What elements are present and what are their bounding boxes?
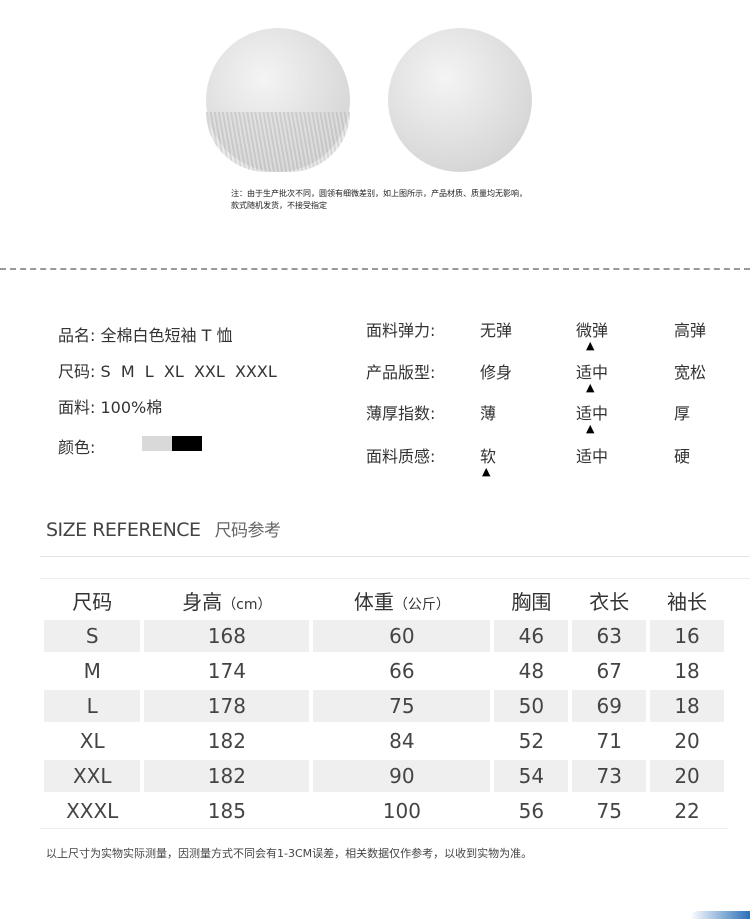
table-cell: 54: [494, 760, 569, 792]
property-label: 产品版型:: [366, 363, 436, 382]
table-cell: 46: [494, 620, 569, 652]
table-cell: 18: [674, 659, 700, 683]
selected-indicator-icon: ▲: [586, 339, 595, 352]
table-cell: 16: [650, 620, 724, 652]
table-cell: 66: [389, 659, 415, 683]
measurement-footnote: 以上尺寸为实物实际测量，因测量方式不同会有1-3CM误差，相关数据仅作参考，以收…: [46, 847, 533, 860]
column-header: 体重（公斤）: [353, 589, 450, 614]
table-cell: XL: [79, 729, 105, 753]
product-name: 品名: 全棉白色短袖 T 恤: [58, 326, 233, 345]
table-cell: 18: [650, 690, 724, 722]
selected-indicator-icon: ▲: [482, 465, 491, 478]
product-sizes: 尺码: S M L XL XXL XXXL: [58, 362, 277, 381]
collar-photo-plain: [388, 28, 532, 172]
column-header: 胸围: [511, 589, 552, 614]
size-reference-title: SIZE REFERENCE 尺码参考: [46, 519, 281, 541]
table-row: XL 182 84 52 71 20: [44, 725, 724, 757]
property-option: 适中: [576, 447, 609, 466]
product-fabric: 面料: 100%棉: [58, 398, 163, 417]
property-label: 面料质感:: [366, 447, 436, 466]
table-cell: 174: [207, 659, 246, 683]
color-swatch-black: [172, 436, 202, 451]
collar-photo-ribbed: [206, 28, 350, 172]
table-cell: 60: [313, 620, 491, 652]
table-cell: 56: [518, 799, 545, 823]
property-option: 高弹: [674, 321, 707, 340]
table-cell: XXL: [44, 760, 141, 792]
collar-note: 注：由于生产批次不同，圆领有细微差别，如上图所示，产品材质、质量均无影响，款式随…: [231, 189, 527, 210]
table-cell: L: [44, 690, 141, 722]
property-option: 适中: [576, 404, 609, 423]
property-option: 厚: [674, 404, 691, 423]
selected-indicator-icon: ▲: [586, 381, 595, 394]
table-cell: 73: [572, 760, 647, 792]
divider: [40, 578, 750, 579]
table-cell: 75: [313, 690, 491, 722]
divider: [40, 556, 750, 557]
table-row: XXXL 185 100 56 75 22: [44, 795, 724, 827]
table-cell: 20: [674, 729, 700, 753]
column-header: 袖长: [667, 589, 708, 614]
property-option: 软: [480, 447, 497, 466]
table-row: M 174 66 48 67 18: [44, 655, 724, 687]
table-cell: 63: [572, 620, 647, 652]
table-row: L 178 75 50 69 18: [44, 690, 724, 722]
table-row: S 168 60 46 63 16: [44, 620, 724, 652]
table-cell: XXXL: [66, 799, 119, 823]
property-option: 硬: [674, 447, 691, 466]
table-cell: 71: [596, 729, 622, 753]
table-cell: 182: [207, 729, 246, 753]
table-row: XXL 182 90 54 73 20: [44, 760, 724, 792]
table-cell: 48: [518, 659, 545, 683]
table-cell: 185: [207, 799, 246, 823]
table-cell: 84: [389, 729, 415, 753]
property-option: 微弹: [576, 321, 609, 340]
divider: [0, 268, 750, 270]
column-header: 衣长: [589, 589, 630, 614]
column-header: 尺码: [72, 589, 113, 614]
property-label: 薄厚指数:: [366, 404, 436, 423]
table-cell: 178: [144, 690, 310, 722]
property-option: 无弹: [480, 321, 513, 340]
table-cell: 20: [650, 760, 724, 792]
property-option: 适中: [576, 363, 609, 382]
table-cell: S: [44, 620, 141, 652]
property-option: 薄: [480, 404, 497, 423]
divider: [40, 828, 728, 829]
property-label: 面料弹力:: [366, 321, 436, 340]
table-cell: 52: [518, 729, 545, 753]
property-option: 宽松: [674, 363, 707, 382]
color-swatch-grey: [142, 436, 172, 451]
table-cell: 182: [144, 760, 310, 792]
table-cell: 75: [596, 799, 622, 823]
table-cell: 67: [596, 659, 622, 683]
property-option: 修身: [480, 363, 513, 382]
table-cell: M: [83, 659, 101, 683]
product-color-label: 颜色:: [58, 438, 96, 457]
table-cell: 90: [313, 760, 491, 792]
table-cell: 69: [572, 690, 647, 722]
table-cell: 22: [674, 799, 700, 823]
column-header: 身高（cm）: [182, 589, 272, 614]
corner-decoration: [690, 911, 750, 919]
table-cell: 168: [144, 620, 310, 652]
selected-indicator-icon: ▲: [586, 422, 595, 435]
size-table: 尺码 身高（cm） 体重（公斤） 胸围 衣长 袖长 S 168 60 46 63 16 M 174 66 4…: [40, 580, 728, 830]
table-cell: 50: [494, 690, 569, 722]
table-cell: 100: [382, 799, 421, 823]
